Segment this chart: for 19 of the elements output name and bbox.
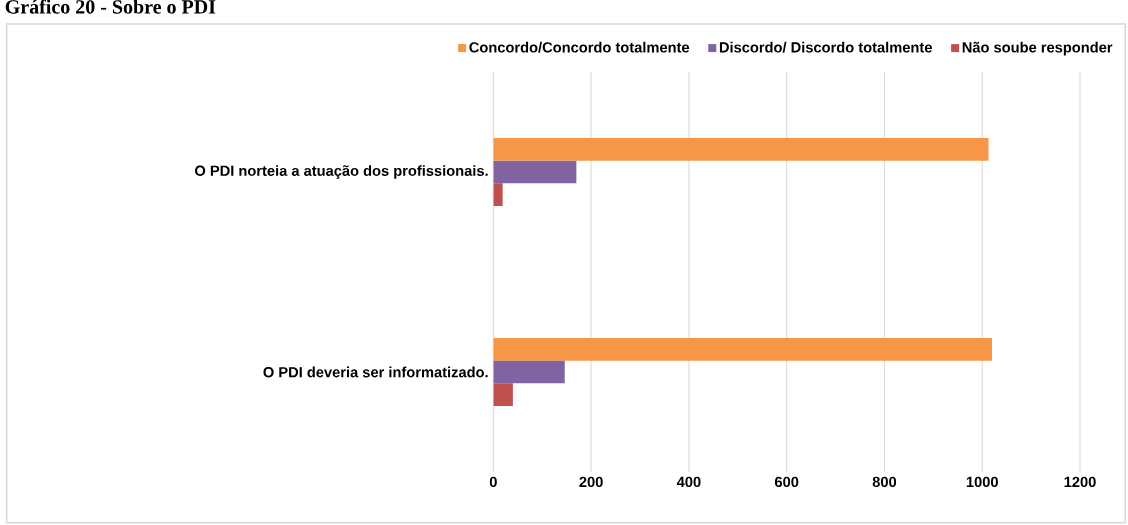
bar	[493, 137, 989, 161]
bar	[493, 337, 992, 361]
x-tick-label: 400	[676, 476, 701, 487]
x-tick-label: 1000	[966, 476, 998, 487]
x-tick-label: 200	[579, 476, 603, 487]
y-tick-label: O PDI deveria ser informatizado.	[263, 366, 488, 378]
x-tick-label: 0	[489, 476, 497, 487]
bar	[493, 160, 577, 184]
text: Gráfico 20 - Sobre o PDI	[5, 0, 216, 14]
y-tick-label: O PDI norteia a atuação dos profissionais.	[195, 165, 488, 179]
x-tick-label: 800	[872, 476, 897, 487]
bar	[493, 183, 503, 206]
x-tick-label: 600	[774, 476, 799, 487]
legend-label: Discordo/ Discordo totalmente	[719, 41, 932, 53]
legend-label: Concordo/Concordo totalmente	[469, 41, 690, 53]
bar	[493, 383, 513, 406]
x-tick-label: 1200	[1064, 476, 1096, 487]
bar	[493, 360, 565, 384]
legend-label: Não soube responder	[962, 41, 1113, 56]
